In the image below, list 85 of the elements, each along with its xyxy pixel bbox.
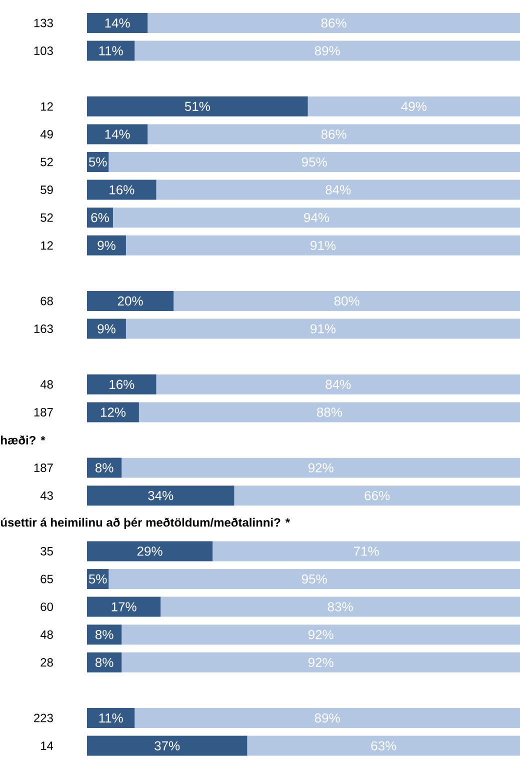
data-label: 8% bbox=[95, 463, 114, 472]
y-tick-label: 60 bbox=[40, 602, 53, 612]
data-label: 8% bbox=[95, 630, 114, 640]
data-label: 34% bbox=[148, 491, 174, 500]
y-tick-label: 65 bbox=[40, 574, 53, 584]
bar bbox=[122, 624, 520, 645]
y-tick-label: 103 bbox=[34, 46, 53, 56]
y-tick-label: 12 bbox=[41, 241, 53, 250]
data-label: 91% bbox=[310, 240, 336, 250]
y-tick-label: 49 bbox=[40, 130, 53, 138]
bar bbox=[87, 652, 122, 672]
data-label: 92% bbox=[308, 630, 334, 640]
data-label: 16% bbox=[110, 185, 134, 194]
data-label: 37% bbox=[154, 741, 180, 750]
bar bbox=[108, 569, 520, 590]
data-label: 6% bbox=[91, 212, 109, 222]
data-label: 11% bbox=[99, 713, 123, 723]
y-tick-label: 14 bbox=[41, 742, 54, 750]
data-label: 5% bbox=[88, 574, 107, 584]
bar bbox=[126, 235, 520, 256]
bar bbox=[87, 208, 113, 228]
data-label: 17% bbox=[112, 602, 136, 612]
chart-title: úsettir á heimilinu að þér meðtöldum/meðtalinni? * bbox=[0, 518, 290, 530]
data-label: 66% bbox=[364, 491, 390, 500]
data-label: 92% bbox=[308, 658, 334, 668]
bar bbox=[160, 596, 520, 617]
bar bbox=[212, 541, 520, 562]
data-label: 16% bbox=[110, 380, 134, 390]
data-label: 14% bbox=[105, 18, 130, 28]
data-label: 8% bbox=[95, 658, 114, 668]
data-label: 11% bbox=[99, 46, 123, 56]
bar bbox=[87, 180, 156, 200]
data-label: 88% bbox=[317, 408, 342, 417]
data-label: 63% bbox=[371, 741, 396, 750]
data-label: 49% bbox=[401, 102, 426, 111]
y-tick-label: 223 bbox=[34, 714, 53, 722]
y-tick-label: 68 bbox=[40, 296, 53, 306]
data-label: 91% bbox=[310, 324, 336, 334]
bar bbox=[156, 180, 520, 200]
bar bbox=[87, 596, 161, 617]
bar bbox=[87, 96, 308, 116]
y-tick-label: 48 bbox=[40, 380, 53, 389]
data-label: 20% bbox=[118, 296, 143, 306]
bar bbox=[308, 96, 520, 116]
y-tick-label: 52 bbox=[40, 158, 53, 166]
data-label: 14% bbox=[105, 130, 130, 139]
data-label: 95% bbox=[302, 574, 327, 584]
y-tick-label: 12 bbox=[41, 102, 53, 111]
bar bbox=[87, 235, 126, 256]
bar bbox=[108, 152, 520, 172]
data-label: 51% bbox=[184, 102, 210, 111]
y-tick-label: 43 bbox=[40, 491, 53, 500]
data-label: 95% bbox=[302, 157, 327, 167]
y-tick-label: 48 bbox=[40, 630, 53, 639]
bar bbox=[112, 208, 520, 228]
data-label: 94% bbox=[304, 212, 330, 222]
data-label: 92% bbox=[308, 463, 334, 472]
y-tick-label: 133 bbox=[34, 18, 53, 28]
y-tick-label: 187 bbox=[34, 464, 53, 472]
y-tick-label: 163 bbox=[34, 324, 53, 334]
bar bbox=[148, 124, 520, 144]
y-tick-label: 52 bbox=[40, 213, 53, 222]
data-label: 84% bbox=[326, 380, 351, 390]
data-label: 89% bbox=[314, 46, 340, 56]
data-label: 71% bbox=[354, 546, 379, 556]
data-label: 86% bbox=[321, 18, 346, 28]
y-tick-label: 35 bbox=[40, 546, 53, 556]
data-label: 89% bbox=[314, 713, 340, 723]
bar bbox=[87, 624, 122, 645]
data-label: 5% bbox=[88, 157, 107, 167]
data-label: 9% bbox=[98, 324, 116, 334]
data-label: 83% bbox=[328, 602, 353, 612]
bar bbox=[87, 541, 213, 562]
data-label: 84% bbox=[326, 185, 351, 194]
y-tick-label: 187 bbox=[34, 408, 53, 416]
data-label: 86% bbox=[321, 130, 346, 139]
y-tick-label: 59 bbox=[40, 186, 53, 194]
y-tick-label: 28 bbox=[40, 658, 53, 667]
chart-title: hæði? * bbox=[1, 436, 46, 444]
bar bbox=[122, 652, 520, 672]
data-label: 12% bbox=[100, 408, 126, 417]
data-label: 29% bbox=[137, 546, 162, 556]
bar bbox=[87, 124, 148, 144]
data-label: 9% bbox=[98, 240, 116, 250]
data-label: 80% bbox=[334, 296, 360, 306]
